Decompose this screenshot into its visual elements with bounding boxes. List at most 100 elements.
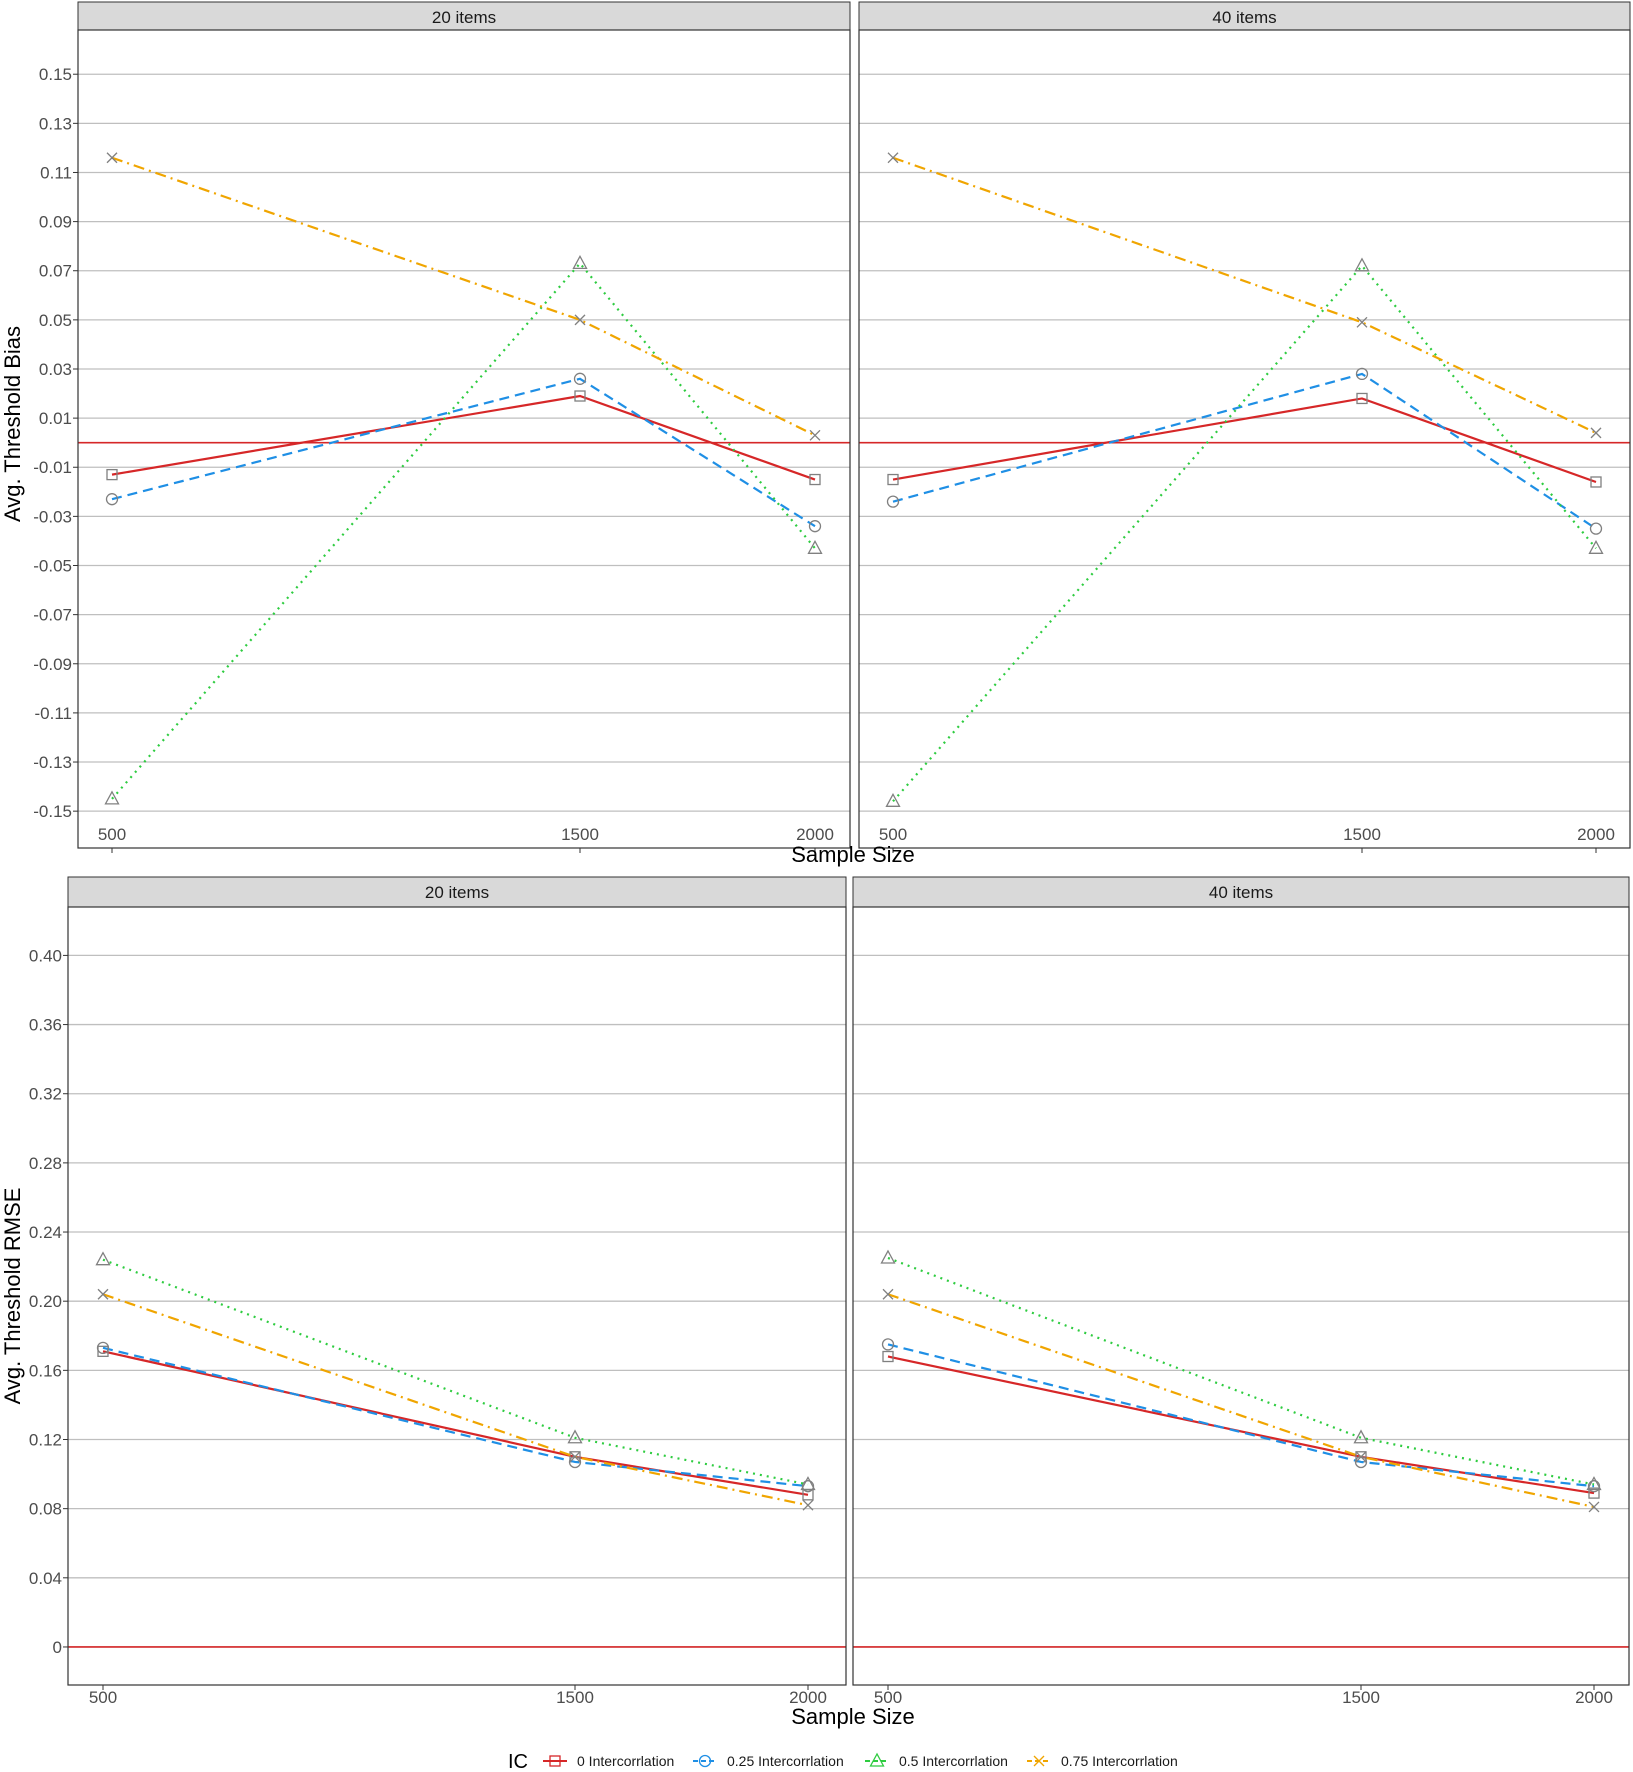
y-tick-label: 0.24 bbox=[29, 1223, 62, 1242]
data-point bbox=[1586, 1476, 1602, 1491]
data-point bbox=[574, 314, 586, 326]
chart-1: 20 items 500 1500 2000 0.15 0.13 0.11 0.09 0.07 0… bbox=[0, 1, 1631, 867]
y-tick-label: 0.03 bbox=[39, 360, 72, 379]
y-tick-label: 0.20 bbox=[29, 1292, 62, 1311]
y-tick-label: -0.01 bbox=[33, 458, 72, 477]
x-axis-title: Sample Size bbox=[791, 842, 915, 867]
series-line bbox=[892, 397, 1597, 484]
y-tick-label: -0.03 bbox=[33, 507, 72, 526]
data-point bbox=[572, 254, 588, 270]
series-line bbox=[111, 377, 816, 528]
data-point bbox=[809, 473, 821, 486]
data-point bbox=[1353, 1429, 1369, 1444]
legend-label: 0.75 Intercorrlation bbox=[1061, 1753, 1178, 1769]
y-tick-label: -0.11 bbox=[35, 704, 73, 723]
legend-key-marker bbox=[869, 1752, 885, 1767]
data-point bbox=[106, 152, 118, 164]
legend-key-marker bbox=[698, 1754, 712, 1768]
data-point bbox=[885, 792, 901, 807]
data-point bbox=[1587, 1480, 1601, 1493]
y-tick-label: 0.04 bbox=[29, 1569, 62, 1588]
x-tick-label: 1500 bbox=[1342, 1688, 1380, 1707]
data-point bbox=[574, 390, 586, 402]
series-line bbox=[102, 1258, 809, 1486]
panel-background bbox=[859, 30, 1630, 848]
x-tick-label: 500 bbox=[89, 1688, 117, 1707]
legend-label: 0 Intercorrlation bbox=[577, 1753, 674, 1769]
panel-1-1: 20 items 500 1500 2000 0.15 0.13 0.11 0.09 0.07 0… bbox=[33, 1, 851, 853]
y-tick-label: 0.09 bbox=[39, 213, 72, 232]
panel-background bbox=[853, 907, 1629, 1685]
x-tick-label: 500 bbox=[879, 825, 907, 844]
y-tick-label: 0.07 bbox=[39, 262, 72, 281]
facet-strip bbox=[858, 1, 1631, 33]
data-point bbox=[1590, 476, 1602, 488]
y-tick-label: -0.09 bbox=[33, 655, 72, 674]
data-point bbox=[106, 468, 118, 481]
data-point bbox=[882, 1288, 894, 1300]
panel-background bbox=[78, 30, 850, 848]
y-tick-label: 0.32 bbox=[29, 1085, 62, 1104]
facet-strip bbox=[67, 876, 847, 908]
y-tick-label: 0.01 bbox=[39, 409, 72, 428]
panel-2-2: 40 items 500 1500 2000 bbox=[852, 876, 1630, 1707]
x-tick-label: 1500 bbox=[1343, 825, 1381, 844]
legend-item: 0.75 Intercorrlation bbox=[1027, 1753, 1178, 1769]
y-tick-label: 0.05 bbox=[39, 311, 72, 330]
data-point bbox=[886, 495, 900, 508]
y-tick-label: 0.36 bbox=[29, 1016, 62, 1035]
x-tick-label: 2000 bbox=[789, 1688, 827, 1707]
y-axis-title: Avg. Threshold RMSE bbox=[0, 1188, 25, 1405]
y-tick-label: 0.16 bbox=[29, 1361, 62, 1380]
series-line bbox=[111, 156, 816, 437]
data-point bbox=[1590, 427, 1602, 439]
legend-item: 0.25 Intercorrlation bbox=[693, 1753, 844, 1769]
data-point bbox=[1588, 539, 1604, 554]
y-tick-label: -0.05 bbox=[33, 557, 72, 576]
series-line bbox=[892, 156, 1597, 434]
data-point bbox=[808, 520, 822, 533]
legend-title: IC bbox=[508, 1751, 528, 1772]
data-point bbox=[880, 1249, 896, 1264]
x-tick-label: 2000 bbox=[796, 825, 834, 844]
facet-strip bbox=[852, 876, 1630, 908]
y-tick-label: 0.40 bbox=[29, 946, 62, 965]
data-point bbox=[95, 1251, 111, 1266]
x-tick-label: 2000 bbox=[1577, 825, 1615, 844]
series-line bbox=[887, 1256, 1595, 1486]
data-point bbox=[802, 1499, 814, 1511]
y-tick-label: 0.11 bbox=[40, 163, 72, 182]
data-point bbox=[96, 1341, 110, 1355]
series-line bbox=[102, 1346, 809, 1488]
panel-2-1: 20 items 500 1500 2000 0.40 0.36 0.32 0.28 0.24 0… bbox=[29, 876, 847, 1707]
series-line bbox=[887, 1343, 1595, 1488]
y-tick-label: 0.28 bbox=[29, 1154, 62, 1173]
data-point bbox=[881, 1338, 895, 1351]
panel-border bbox=[77, 29, 851, 849]
y-tick-label: 0.12 bbox=[29, 1430, 62, 1449]
data-point bbox=[97, 1288, 109, 1300]
x-tick-label: 1500 bbox=[556, 1688, 594, 1707]
facet-label: 40 items bbox=[1212, 8, 1276, 27]
data-point bbox=[887, 473, 899, 486]
y-tick-label: 0.15 bbox=[39, 65, 72, 84]
y-tick-label: 0.08 bbox=[29, 1500, 62, 1519]
data-point bbox=[1356, 316, 1368, 328]
data-point bbox=[887, 152, 899, 164]
facet-label: 40 items bbox=[1209, 883, 1273, 902]
data-point bbox=[104, 790, 120, 805]
panel-border bbox=[852, 906, 1630, 1686]
legend-item: 0.5 Intercorrlation bbox=[865, 1752, 1008, 1769]
data-point bbox=[1354, 257, 1370, 272]
legend-label: 0.5 Intercorrlation bbox=[899, 1753, 1008, 1769]
data-point bbox=[809, 429, 821, 441]
x-tick-label: 1500 bbox=[561, 825, 599, 844]
data-point bbox=[800, 1476, 816, 1491]
data-point bbox=[573, 372, 587, 385]
data-point bbox=[1356, 392, 1368, 405]
y-tick-label: -0.13 bbox=[33, 753, 72, 772]
data-point bbox=[1589, 522, 1603, 535]
data-point bbox=[1355, 367, 1369, 381]
data-point bbox=[569, 1451, 581, 1463]
